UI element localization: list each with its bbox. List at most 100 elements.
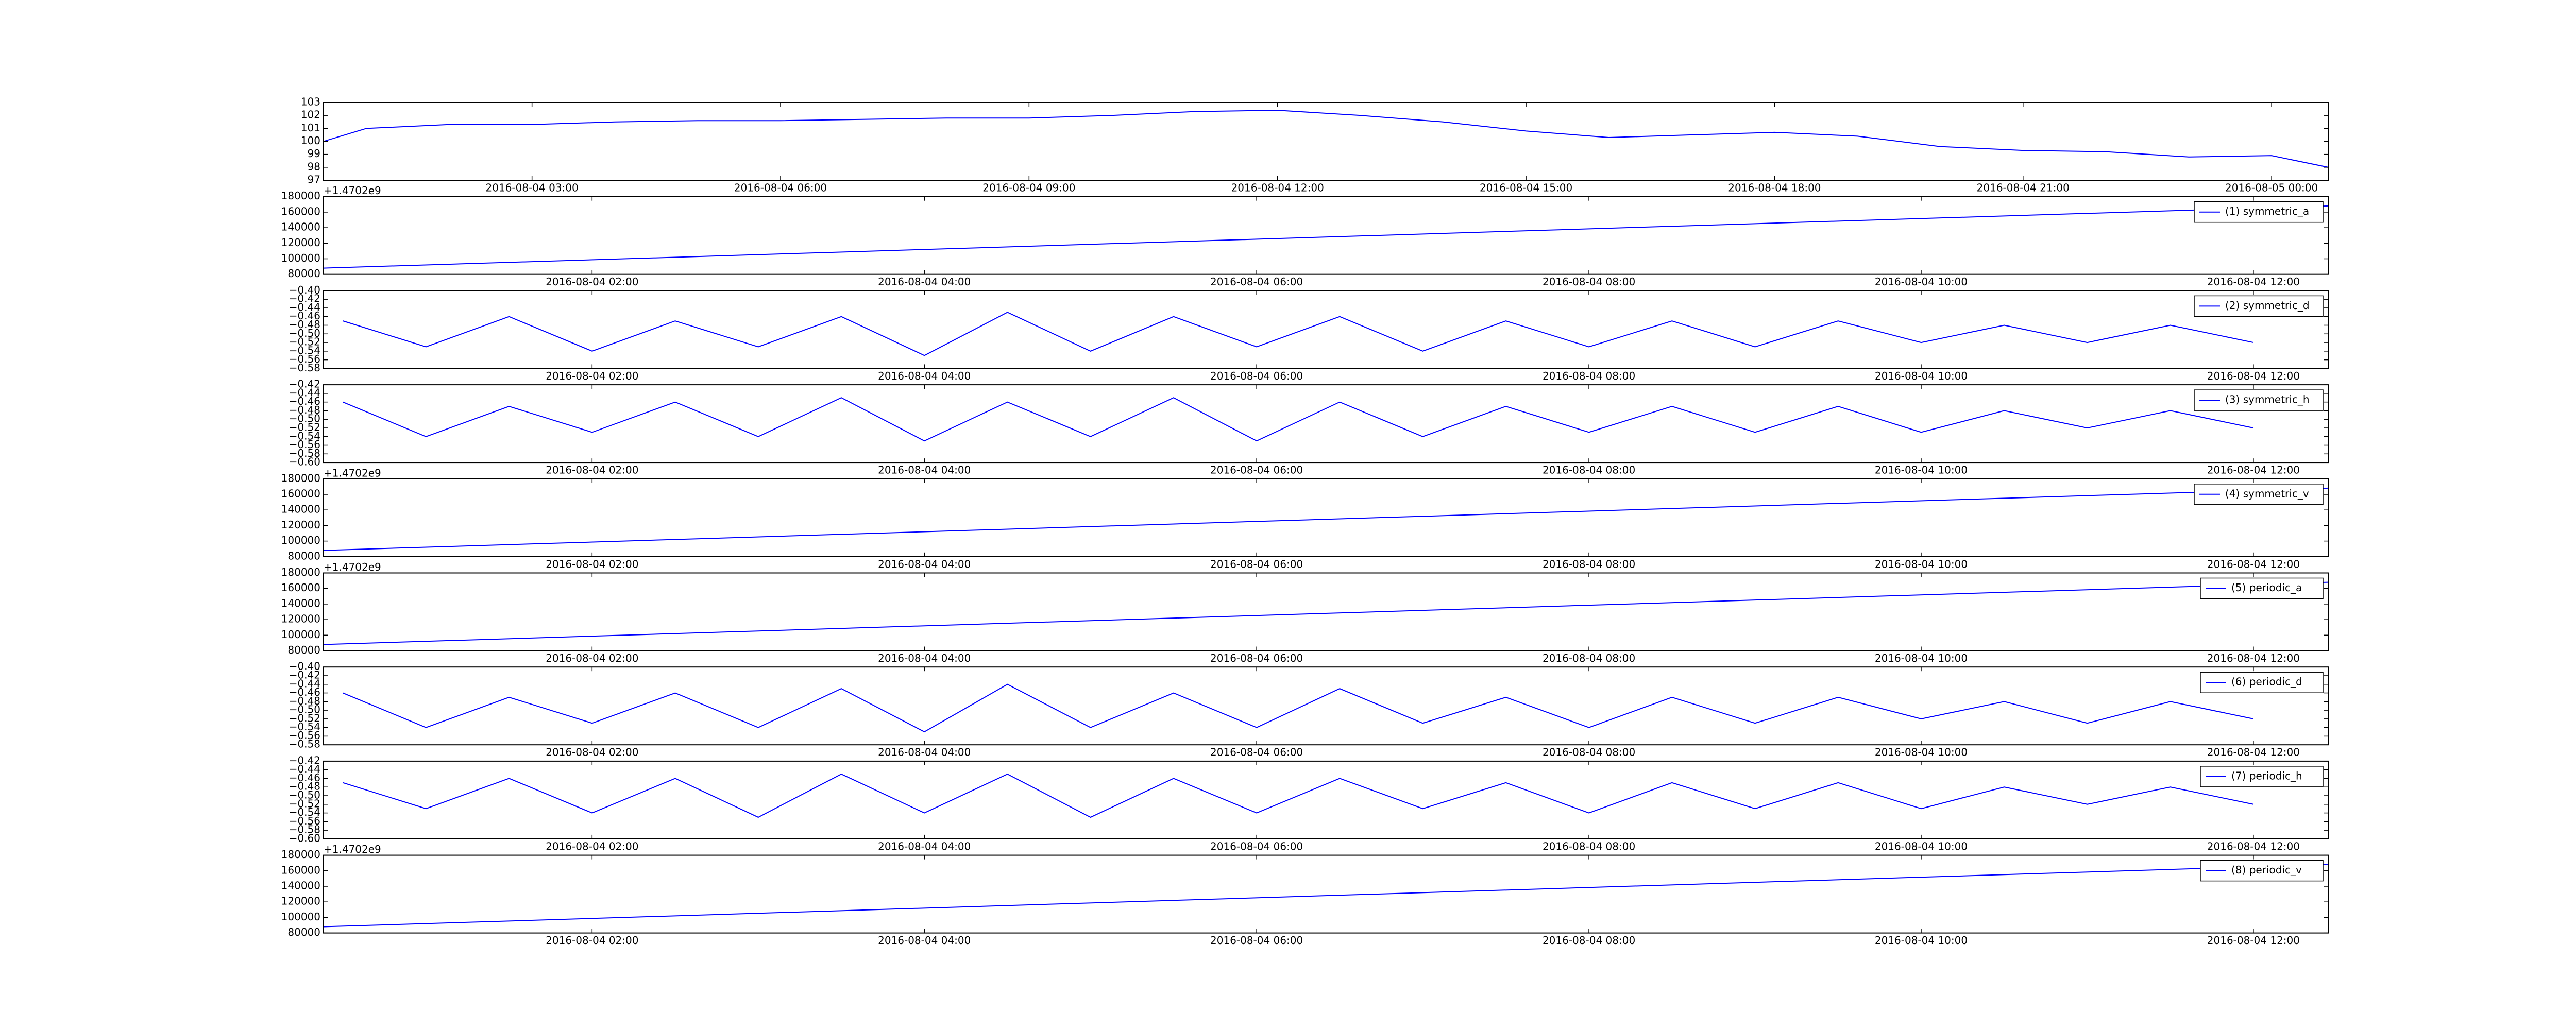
y-tick-label: 103 — [301, 96, 320, 108]
x-tick-label: 2016-08-04 08:00 — [1543, 370, 1635, 382]
subplot: 80000 100000 120000 140000 160000 180000 2016-… — [281, 184, 2329, 288]
x-tick-label: 2016-08-05 00:00 — [2225, 182, 2318, 194]
x-tick-label: 2016-08-04 06:00 — [1210, 934, 1303, 947]
axes-frame — [323, 290, 2329, 369]
y-tick-label: −0.40 — [289, 284, 320, 296]
y-tick-label: −0.44 — [289, 763, 320, 775]
x-tick-label: 2016-08-04 08:00 — [1543, 276, 1635, 288]
x-tick-label: 2016-08-04 02:00 — [546, 840, 638, 852]
subplot: 80000 100000 120000 140000 160000 180000 2016-… — [281, 843, 2329, 947]
y-tick-label: 140000 — [281, 597, 320, 609]
x-tick-label: 2016-08-04 04:00 — [878, 840, 971, 852]
y-tick-label: 160000 — [281, 205, 320, 217]
data-line — [343, 773, 2254, 818]
y-tick-label: 160000 — [281, 488, 320, 500]
y-tick-label: −0.48 — [289, 695, 320, 707]
x-tick-label: 2016-08-04 18:00 — [1728, 182, 1821, 194]
x-tick-label: 2016-08-04 04:00 — [878, 276, 971, 288]
x-tick-label: 2016-08-04 06:00 — [1210, 370, 1303, 382]
y-tick-label: −0.50 — [289, 703, 320, 716]
y-tick-label: −0.54 — [289, 806, 320, 818]
y-tick-label: 140000 — [281, 221, 320, 233]
data-line — [324, 110, 2328, 168]
y-tick-label: 100000 — [281, 911, 320, 923]
y-tick-label: −0.56 — [289, 438, 320, 451]
y-tick-label: −0.48 — [289, 318, 320, 331]
y-tick-label: −0.42 — [289, 293, 320, 305]
y-tick-label: −0.48 — [289, 404, 320, 416]
x-tick-label: 2016-08-04 12:00 — [2207, 652, 2300, 664]
x-tick-label: 2016-08-04 08:00 — [1543, 464, 1635, 476]
x-tick-label: 2016-08-04 12:00 — [2207, 370, 2300, 382]
y-tick-label: −0.56 — [289, 353, 320, 365]
x-tick-label: 2016-08-04 12:00 — [2207, 276, 2300, 288]
y-tick-label: −0.56 — [289, 815, 320, 827]
x-tick-label: 2016-08-04 10:00 — [1875, 840, 1968, 852]
subplot: 80000 100000 120000 140000 160000 180000 2016-… — [281, 467, 2329, 570]
offset-text: +1.4702e9 — [324, 561, 381, 573]
y-tick-label: 180000 — [281, 472, 320, 484]
y-tick-label: −0.42 — [289, 378, 320, 390]
x-tick-label: 2016-08-04 04:00 — [878, 558, 971, 570]
y-tick-label: −0.42 — [289, 668, 320, 681]
x-tick-label: 2016-08-04 08:00 — [1543, 652, 1635, 664]
y-tick-label: 99 — [308, 147, 320, 160]
y-tick-label: −0.46 — [289, 771, 320, 784]
x-tick-label: 2016-08-04 10:00 — [1875, 652, 1968, 664]
y-tick-label: −0.60 — [289, 456, 320, 468]
y-tick-label: −0.56 — [289, 729, 320, 742]
offset-text: +1.4702e9 — [324, 184, 381, 197]
legend-label: (8) periodic_v — [2231, 864, 2302, 876]
y-tick-label: −0.58 — [289, 362, 320, 374]
axes-frame — [323, 572, 2329, 651]
x-tick-label: 2016-08-04 04:00 — [878, 934, 971, 947]
y-tick-label: −0.58 — [289, 823, 320, 836]
y-tick-label: −0.58 — [289, 447, 320, 459]
plot-area — [343, 773, 2254, 818]
y-tick-label: −0.48 — [289, 780, 320, 793]
y-tick-label: −0.58 — [289, 738, 320, 750]
axes-frame — [323, 102, 2329, 181]
y-tick-label: 101 — [301, 122, 320, 134]
y-tick-label: 140000 — [281, 503, 320, 516]
y-tick-label: −0.54 — [289, 344, 320, 356]
offset-text: +1.4702e9 — [324, 843, 381, 855]
x-tick-label: 2016-08-04 06:00 — [1210, 652, 1303, 664]
x-tick-label: 2016-08-04 02:00 — [546, 652, 638, 664]
y-tick-label: −0.44 — [289, 677, 320, 690]
x-tick-label: 2016-08-04 12:00 — [2207, 464, 2300, 476]
plot-area — [324, 487, 2328, 551]
y-tick-label: −0.40 — [289, 660, 320, 673]
x-tick-label: 2016-08-04 04:00 — [878, 464, 971, 476]
y-tick-label: 180000 — [281, 848, 320, 861]
x-tick-label: 2016-08-04 12:00 — [2207, 934, 2300, 947]
x-tick-label: 2016-08-04 12:00 — [2207, 558, 2300, 570]
data-line — [324, 581, 2328, 645]
subplot: 80000 100000 120000 140000 160000 180000 2016-… — [281, 561, 2329, 664]
data-line — [324, 487, 2328, 551]
x-tick-label: 2016-08-04 06:00 — [1210, 464, 1303, 476]
axes-frame — [323, 760, 2329, 839]
y-tick-label: 180000 — [281, 566, 320, 578]
y-tick-label: 80000 — [287, 644, 320, 656]
x-tick-label: 2016-08-04 10:00 — [1875, 746, 1968, 759]
y-tick-label: 160000 — [281, 581, 320, 594]
y-tick-label: −0.54 — [289, 720, 320, 733]
x-tick-label: 2016-08-04 08:00 — [1543, 934, 1635, 947]
y-tick-label: 100000 — [281, 628, 320, 641]
x-tick-label: 2016-08-04 08:00 — [1543, 558, 1635, 570]
y-tick-label: −0.44 — [289, 386, 320, 399]
legend-label: (3) symmetric_h — [2225, 393, 2310, 406]
x-tick-label: 2016-08-04 06:00 — [1210, 558, 1303, 570]
subplot: −0.58−0.56−0.54−0.52−0.50−0.48−0.46−0.44… — [289, 660, 2329, 759]
y-tick-label: −0.60 — [289, 832, 320, 844]
x-tick-label: 2016-08-04 02:00 — [546, 558, 638, 570]
y-tick-label: −0.46 — [289, 310, 320, 322]
x-tick-label: 2016-08-04 06:00 — [734, 182, 827, 194]
y-tick-label: −0.54 — [289, 430, 320, 442]
y-tick-label: 140000 — [281, 880, 320, 892]
plot-area — [343, 312, 2254, 356]
plot-area — [343, 683, 2254, 733]
x-tick-label: 2016-08-04 15:00 — [1480, 182, 1572, 194]
